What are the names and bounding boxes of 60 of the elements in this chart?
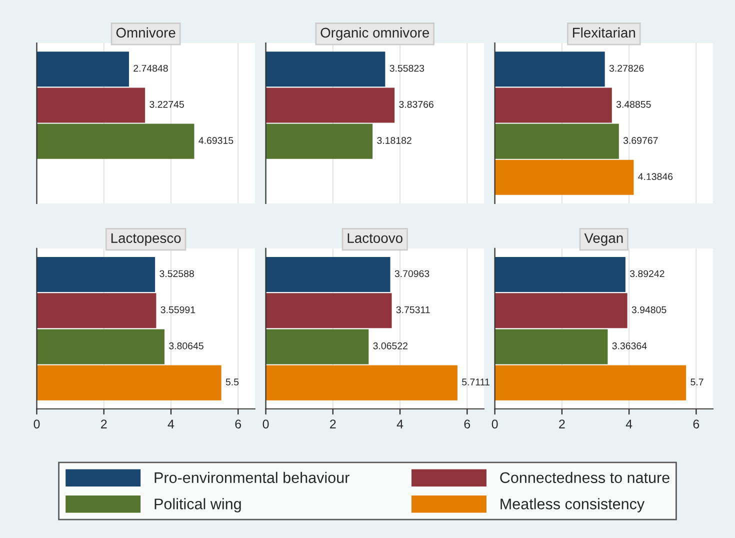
x-tick-label: 6 <box>464 420 470 428</box>
chart-title: Omnivore <box>116 27 176 38</box>
data-label: 5.7 <box>690 378 704 386</box>
bar <box>266 365 458 400</box>
chart-title: Flexitarian <box>572 27 636 38</box>
data-label: 3.18182 <box>377 137 412 144</box>
bar <box>494 160 634 195</box>
bar <box>494 365 686 400</box>
x-tick-label: 0 <box>262 420 269 428</box>
x-tick-label: 4 <box>168 420 174 428</box>
data-label: 5.7111 <box>462 378 490 386</box>
data-label: 3.94805 <box>632 306 666 314</box>
data-label: 3.83766 <box>399 100 434 108</box>
bar <box>266 329 369 364</box>
chart-title: Vegan <box>584 233 623 246</box>
bar <box>494 88 612 123</box>
chart-title: Organic omnivore <box>320 27 430 40</box>
data-label: 3.36364 <box>612 342 647 350</box>
bar <box>36 256 156 292</box>
bar <box>36 329 164 364</box>
x-tick-label: 2 <box>330 420 336 428</box>
data-label: 3.55991 <box>160 306 196 314</box>
legend-label: Connectedness to nature <box>500 472 670 484</box>
legend-label: Pro-environmental behaviour <box>154 472 350 484</box>
bar <box>494 293 628 328</box>
data-label: 3.52588 <box>160 270 194 278</box>
data-label: 4.69315 <box>198 137 234 144</box>
x-tick-label: 6 <box>693 420 700 428</box>
data-label: 3.69767 <box>623 137 658 144</box>
bar <box>494 52 605 87</box>
data-label: 3.27826 <box>609 64 644 72</box>
bar <box>494 256 626 292</box>
bar <box>36 293 156 328</box>
data-label: 2.74848 <box>134 64 168 72</box>
data-label: 3.48855 <box>616 100 651 108</box>
data-label: 3.22745 <box>150 100 184 108</box>
chart-title: Lactoovo <box>348 233 402 244</box>
bar <box>266 293 392 328</box>
x-tick-label: 6 <box>235 420 242 428</box>
data-label: 5.5 <box>226 378 239 386</box>
x-tick-label: 4 <box>626 420 632 428</box>
bar <box>494 329 608 364</box>
data-label: 4.13846 <box>638 173 673 180</box>
data-label: 3.80645 <box>169 342 204 350</box>
x-tick-label: 2 <box>101 420 107 428</box>
legend-label: Political wing <box>154 498 241 512</box>
chart-title: Lactopesco <box>111 233 181 246</box>
bar <box>494 124 619 159</box>
bar <box>36 365 222 400</box>
data-label: 3.55823 <box>390 64 424 72</box>
data-label: 3.70963 <box>394 270 430 278</box>
data-label: 3.89242 <box>630 270 664 278</box>
data-label: 3.06522 <box>373 342 408 350</box>
x-tick-label: 2 <box>559 420 565 428</box>
bar <box>266 256 390 292</box>
data-label: 3.75311 <box>396 306 430 314</box>
x-tick-label: 4 <box>396 420 404 428</box>
x-tick-label: 0 <box>34 420 40 428</box>
legend-label: Meatless consistency <box>500 498 645 512</box>
x-tick-label: 0 <box>492 420 498 428</box>
